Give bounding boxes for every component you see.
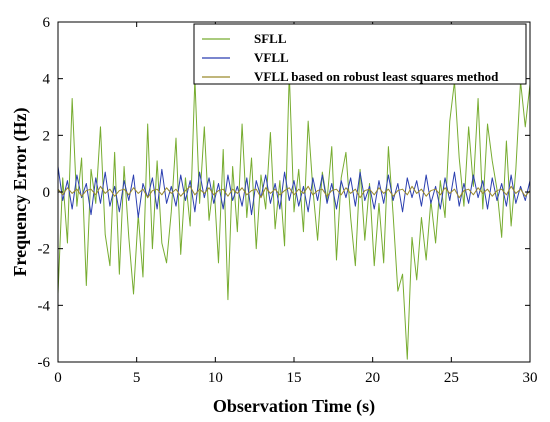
x-tick-label: 15 bbox=[287, 370, 302, 386]
y-tick-label: 4 bbox=[43, 72, 51, 88]
legend-label-2: VFLL bbox=[254, 50, 289, 65]
x-tick-label: 10 bbox=[208, 370, 223, 386]
y-axis: -6 -4 -2 0 2 4 6 bbox=[38, 15, 530, 371]
y-tick-label: -2 bbox=[38, 242, 51, 258]
y-axis-title: Frequency Error (Hz) bbox=[10, 108, 31, 277]
series-line-1 bbox=[58, 72, 530, 360]
x-tick-label: 30 bbox=[523, 370, 538, 386]
series-line-3 bbox=[58, 185, 530, 199]
x-tick-label: 25 bbox=[444, 370, 459, 386]
x-tick-label: 0 bbox=[54, 370, 62, 386]
y-tick-label: -6 bbox=[38, 355, 51, 371]
y-tick-label: -4 bbox=[38, 298, 51, 314]
series-layer bbox=[58, 72, 530, 360]
y-tick-label: 0 bbox=[43, 185, 51, 201]
y-tick-label: 2 bbox=[43, 128, 51, 144]
x-tick-label: 5 bbox=[133, 370, 141, 386]
y-tick-label: 6 bbox=[43, 15, 51, 31]
series-line-2 bbox=[58, 166, 530, 218]
x-tick-label: 20 bbox=[365, 370, 380, 386]
legend-label-1: SFLL bbox=[254, 31, 287, 46]
legend-label-3: VFLL based on robust least squares metho… bbox=[254, 69, 499, 84]
x-axis-title: Observation Time (s) bbox=[213, 396, 375, 417]
legend-box bbox=[193, 23, 527, 85]
legend: SFLL VFLL VFLL based on robust least squar… bbox=[193, 23, 527, 85]
